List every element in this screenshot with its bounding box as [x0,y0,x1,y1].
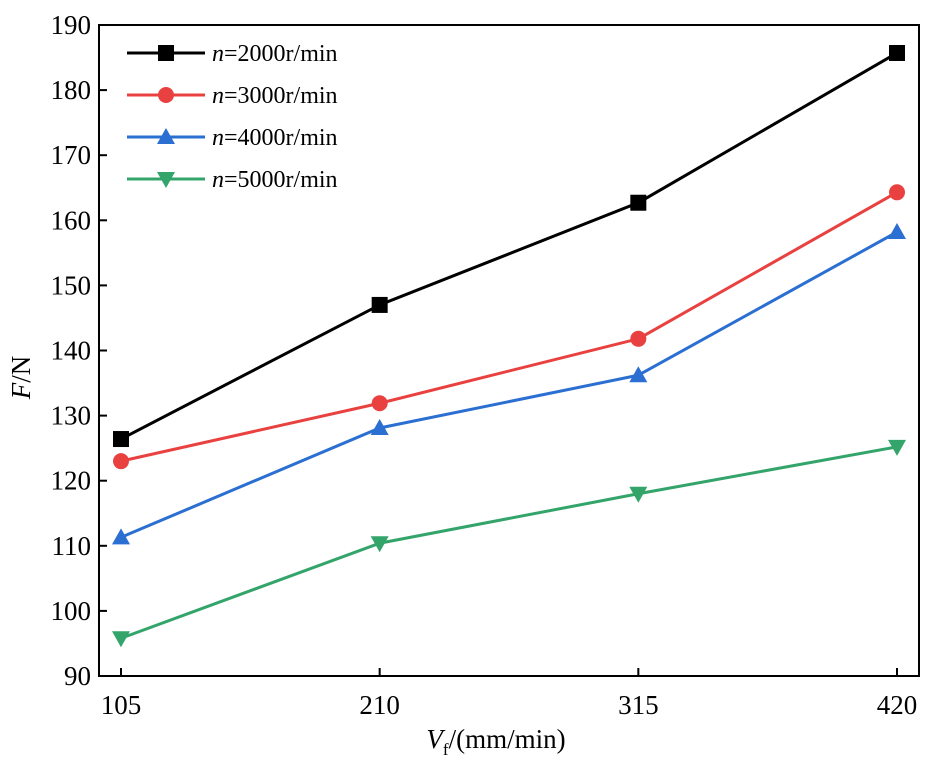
data-point [370,418,389,435]
legend-label-text: =5000r/min [224,167,338,193]
legend-label-text: =4000r/min [224,125,338,151]
x-axis-ticks: 105 210 315 420 [101,668,918,720]
y-tick-label: 190 [51,10,92,40]
y-tick-label: 170 [51,140,92,170]
x-axis-label-symbol: V [426,724,446,754]
data-point [370,536,389,553]
data-point [889,44,905,61]
x-tick-label: 315 [618,690,659,720]
y-tick-label: 160 [51,205,92,235]
legend-item-1: n=3000r/min [127,83,338,109]
series-line [120,445,898,640]
y-tick-label: 110 [52,531,92,561]
legend-label: n=4000r/min [212,125,338,151]
data-point [889,184,905,201]
data-point [371,395,388,412]
data-point [630,330,647,347]
legend-item-0: n=2000r/min [127,41,338,67]
y-tick-label: 140 [51,336,92,366]
series-layer [112,44,906,648]
y-axis-ticks: 90 100 110 120 130 140 150 160 170 180 190 [51,10,107,691]
x-tick-label: 210 [359,690,400,720]
data-point [629,366,648,383]
data-point [629,486,648,503]
series-2 [112,223,906,545]
data-point [112,631,130,648]
legend-label-symbol: n [212,41,224,67]
data-point [112,528,130,545]
legend-label: n=3000r/min [212,83,338,109]
legend-label-text: =3000r/min [224,83,338,109]
data-point [888,223,906,240]
y-tick-label: 90 [64,661,91,691]
data-point [888,439,906,456]
legend-marker [158,45,174,61]
data-point [371,296,388,313]
plot-frame [98,24,920,677]
data-point [113,453,129,470]
legend-label-symbol: n [212,125,224,151]
x-axis-label: Vf/(mm/min) [426,724,565,759]
series-1 [113,184,905,470]
legend-label-symbol: n [212,167,224,193]
x-tick-label: 105 [101,690,142,720]
legend-marker [157,128,175,144]
x-axis-label-subscript: f [443,740,449,759]
x-tick-label: 420 [877,690,918,720]
legend-item-2: n=4000r/min [127,125,338,151]
legend-label: n=5000r/min [212,167,338,193]
legend-label: n=2000r/min [212,41,338,67]
legend-marker [157,172,175,188]
y-axis-label: F/N [6,356,36,401]
y-tick-label: 180 [51,75,92,105]
series-line [120,191,898,463]
series-line [120,230,898,539]
y-tick-label: 150 [51,270,92,300]
data-point [113,431,129,448]
legend-label-text: =2000r/min [224,41,338,67]
y-axis-label-symbol: F [6,382,36,400]
y-axis-label-unit: /N [6,356,36,383]
data-point [630,194,647,211]
legend: n=2000r/minn=3000r/minn=4000r/minn=5000r… [127,41,338,193]
legend-item-3: n=5000r/min [127,167,338,193]
legend-marker [158,87,174,103]
series-3 [112,439,906,648]
y-tick-label: 120 [51,466,92,496]
y-tick-label: 130 [51,401,92,431]
y-tick-label: 100 [51,596,92,626]
x-axis-label-unit: /(mm/min) [449,724,566,754]
series-0 [113,44,905,448]
series-line [120,51,898,441]
legend-label-symbol: n [212,83,224,109]
